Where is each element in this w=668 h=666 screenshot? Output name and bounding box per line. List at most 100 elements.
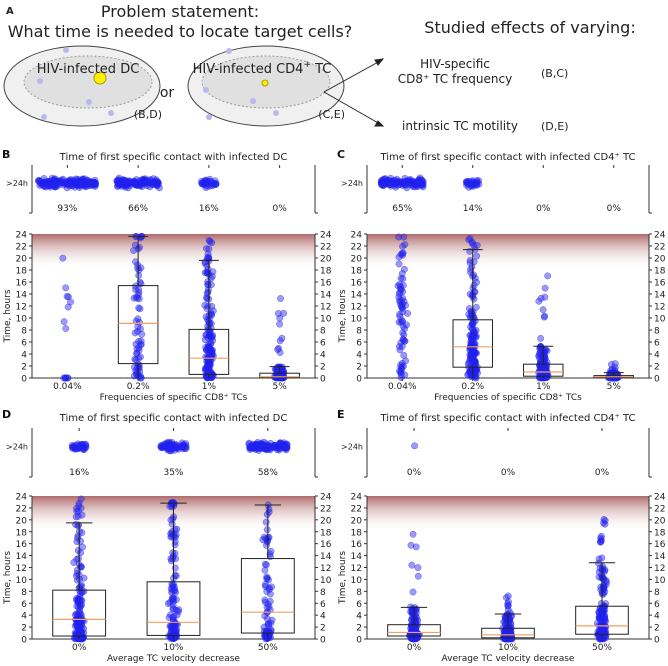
y-tick-label: 6 xyxy=(21,600,27,610)
data-point xyxy=(64,293,72,301)
data-points xyxy=(405,530,423,643)
y-tick-label-right: 2 xyxy=(320,363,326,373)
x-axis-label: Average TC velocity decrease xyxy=(107,654,240,664)
data-point xyxy=(74,534,82,542)
data-point xyxy=(135,372,143,380)
y-tick-label: 2 xyxy=(356,624,362,634)
y-tick-label: 22 xyxy=(16,504,27,514)
y-tick-label: 8 xyxy=(21,588,27,598)
data-point xyxy=(261,612,269,620)
effect1-line1: HIV-specific xyxy=(420,57,490,71)
data-point xyxy=(267,547,275,555)
data-point xyxy=(62,374,70,382)
data-point xyxy=(472,373,480,380)
y-tick-label-right: 14 xyxy=(320,552,332,562)
data-point xyxy=(400,351,408,359)
data-point-over-24h xyxy=(177,443,185,451)
data-point xyxy=(137,374,145,382)
data-point xyxy=(73,505,80,512)
y-tick-label: 18 xyxy=(16,528,28,538)
data-point-over-24h xyxy=(36,178,44,186)
data-point xyxy=(411,625,419,633)
over-24h-strip: >24h 16% 35% 58% xyxy=(6,428,318,478)
y-tick-label: 0 xyxy=(21,636,27,646)
y-tick-label: 22 xyxy=(351,504,362,514)
y-tick-label: 4 xyxy=(356,612,362,622)
data-point xyxy=(261,566,269,574)
data-point xyxy=(137,353,144,361)
data-point xyxy=(504,602,512,610)
data-point-over-24h xyxy=(245,440,253,448)
y-tick-label: 24 xyxy=(16,493,28,503)
y-tick-label: 24 xyxy=(16,231,28,241)
y-tick-label-right: 16 xyxy=(320,540,332,550)
y-tick-label-right: 0 xyxy=(320,636,326,646)
data-point xyxy=(172,620,180,628)
y-tick-label: 10 xyxy=(351,315,363,325)
arrows xyxy=(323,58,385,127)
data-point xyxy=(169,549,177,557)
data-point xyxy=(206,359,214,367)
data-point xyxy=(544,272,552,280)
data-point-over-24h xyxy=(53,178,61,186)
y-tick-label: 16 xyxy=(351,540,363,550)
data-point xyxy=(599,582,607,590)
percent-label: 35% xyxy=(163,468,183,478)
y-tick-label: 12 xyxy=(351,303,362,313)
data-point xyxy=(265,630,273,638)
data-point-over-24h xyxy=(198,177,206,185)
over-18h-band xyxy=(32,234,315,270)
data-points xyxy=(201,236,217,382)
cell2-label: HIV-infected CD4+ TC xyxy=(193,60,332,77)
arrow-down-icon xyxy=(323,91,381,125)
data-point xyxy=(74,635,82,643)
data-point xyxy=(468,312,476,320)
x-tick-label: 1% xyxy=(202,382,217,392)
percent-label: 0% xyxy=(607,204,622,214)
data-point xyxy=(394,282,402,290)
x-tick-label: 50% xyxy=(258,643,278,653)
x-tick-label: 5% xyxy=(607,382,622,392)
tcell-icon xyxy=(41,114,47,120)
tcell-icon xyxy=(226,48,232,54)
data-point xyxy=(135,286,142,294)
data-point xyxy=(132,367,140,375)
y-tick-label-right: 20 xyxy=(320,516,332,526)
data-point xyxy=(70,559,78,566)
data-point xyxy=(265,621,273,629)
y-tick-label-right: 20 xyxy=(320,255,332,265)
data-point xyxy=(201,336,209,344)
y-tick-label-right: 16 xyxy=(320,279,332,289)
data-point-over-24h xyxy=(149,181,157,188)
tcell-icon xyxy=(86,99,92,105)
data-point xyxy=(401,241,409,249)
over-18h-band xyxy=(367,234,649,270)
y-tick-label: 6 xyxy=(356,600,362,610)
box-plot xyxy=(259,366,300,378)
data-point-over-24h xyxy=(73,444,81,452)
data-point xyxy=(79,543,86,551)
data-point xyxy=(132,317,140,325)
data-point xyxy=(137,264,145,272)
data-point xyxy=(596,613,604,621)
y-tick-label: 2 xyxy=(21,363,27,373)
y-tick-label: 0 xyxy=(21,375,27,385)
data-point-over-24h xyxy=(473,181,481,189)
data-point xyxy=(59,254,67,262)
y-tick-label: 24 xyxy=(351,493,363,503)
data-point-over-24h xyxy=(54,178,62,186)
data-point-over-24h xyxy=(50,179,58,187)
y-tick-label: 22 xyxy=(351,243,362,253)
percent-label: 14% xyxy=(463,204,483,214)
tcell-icon xyxy=(63,47,69,53)
y-axis-label: Time, hours xyxy=(338,289,348,343)
data-point xyxy=(137,341,145,349)
data-point-over-24h xyxy=(124,184,132,192)
panel-e: E Time of first specific contact with inf… xyxy=(337,408,666,664)
data-point xyxy=(135,304,143,312)
data-point xyxy=(397,274,405,282)
data-point xyxy=(67,298,74,306)
data-point xyxy=(396,346,404,354)
y-tick-label: 4 xyxy=(21,351,27,361)
